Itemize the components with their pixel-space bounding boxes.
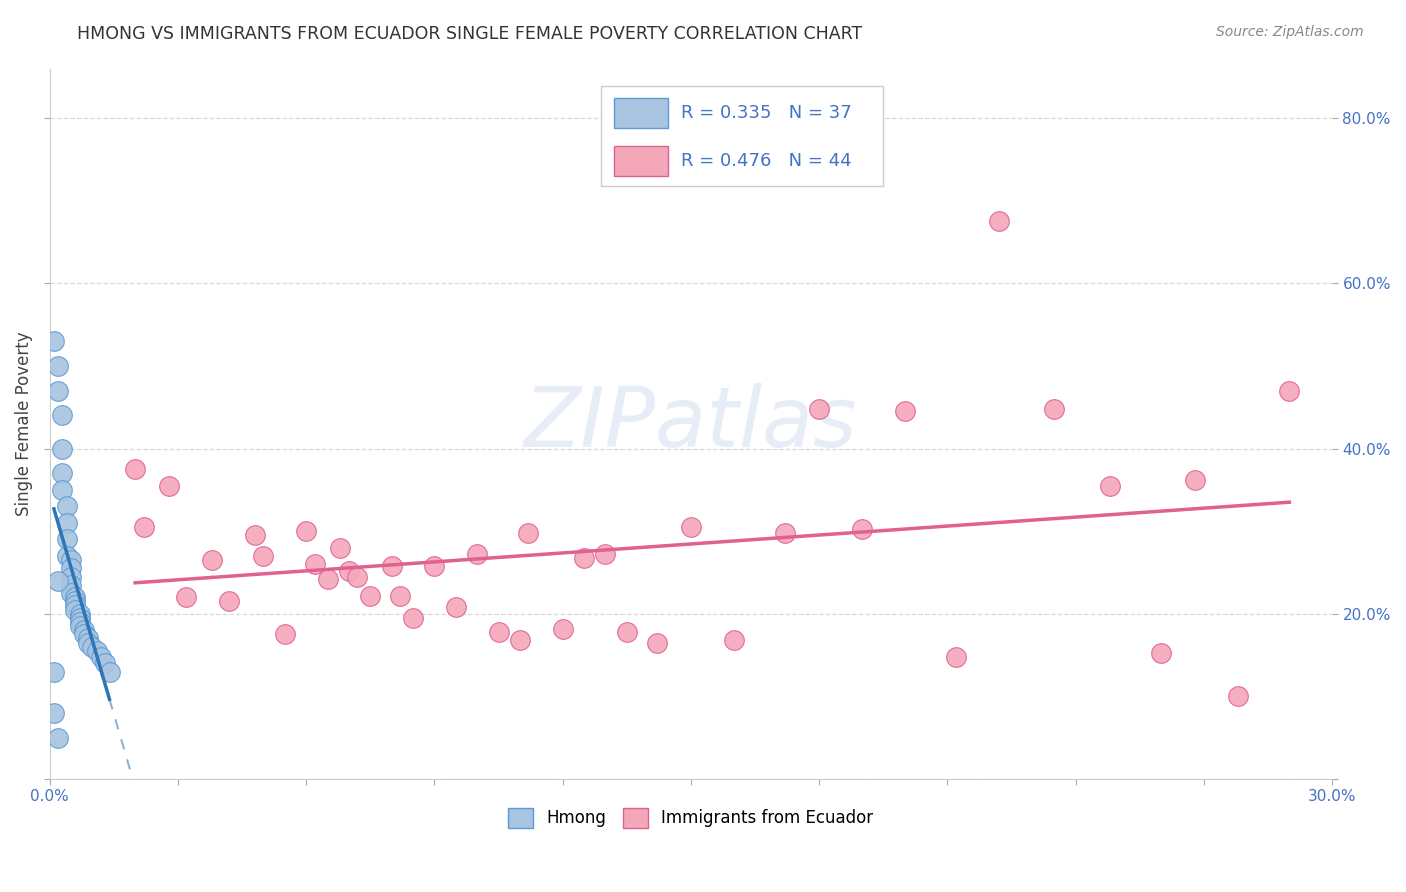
Point xyxy=(893,404,915,418)
Point xyxy=(65,590,87,604)
Point xyxy=(65,594,87,608)
Point xyxy=(69,611,91,625)
Point xyxy=(509,633,531,648)
Point xyxy=(551,622,574,636)
Point xyxy=(176,590,198,604)
Point xyxy=(55,549,77,563)
Text: ZIPatlas: ZIPatlas xyxy=(524,384,858,464)
Point xyxy=(773,525,796,540)
Point xyxy=(69,607,91,621)
Point xyxy=(86,644,108,658)
Point xyxy=(329,541,352,555)
Point xyxy=(69,615,91,629)
Point xyxy=(679,520,702,534)
Point xyxy=(316,572,339,586)
Point xyxy=(808,401,831,416)
Point xyxy=(73,627,96,641)
Point xyxy=(274,627,297,641)
Point xyxy=(645,635,668,649)
Point xyxy=(42,665,65,679)
Point xyxy=(444,600,467,615)
Point xyxy=(157,478,180,492)
Point xyxy=(1043,401,1066,416)
Point xyxy=(488,624,510,639)
Point xyxy=(572,550,595,565)
Point xyxy=(51,442,73,456)
Point xyxy=(94,657,117,671)
Point xyxy=(69,619,91,633)
Point xyxy=(389,589,412,603)
Point xyxy=(132,520,155,534)
Point xyxy=(595,547,617,561)
Point xyxy=(337,564,360,578)
Text: Source: ZipAtlas.com: Source: ZipAtlas.com xyxy=(1216,25,1364,39)
FancyBboxPatch shape xyxy=(602,87,883,186)
Point xyxy=(218,594,240,608)
Point xyxy=(46,359,69,373)
Point xyxy=(1150,646,1173,660)
Point xyxy=(51,483,73,497)
FancyBboxPatch shape xyxy=(614,146,668,176)
Point xyxy=(124,462,146,476)
Point xyxy=(77,632,100,646)
Point xyxy=(402,611,425,625)
Point xyxy=(1227,690,1250,704)
Point xyxy=(46,384,69,398)
Point xyxy=(381,558,404,573)
Point xyxy=(243,528,266,542)
Point xyxy=(51,467,73,481)
Point xyxy=(60,569,83,583)
Point xyxy=(42,334,65,348)
Point xyxy=(723,633,745,648)
Point xyxy=(98,665,121,679)
Point xyxy=(616,624,638,639)
FancyBboxPatch shape xyxy=(614,98,668,128)
Point xyxy=(82,640,104,654)
Point xyxy=(517,525,540,540)
Point xyxy=(55,516,77,530)
Point xyxy=(65,599,87,613)
Point xyxy=(987,214,1010,228)
Text: R = 0.476   N = 44: R = 0.476 N = 44 xyxy=(681,152,851,169)
Point xyxy=(60,586,83,600)
Text: R = 0.335   N = 37: R = 0.335 N = 37 xyxy=(681,104,852,122)
Point xyxy=(60,553,83,567)
Point xyxy=(423,558,446,573)
Point xyxy=(51,409,73,423)
Point xyxy=(295,524,318,538)
Point xyxy=(90,649,112,664)
Point xyxy=(304,557,326,571)
Point xyxy=(945,649,967,664)
Point xyxy=(1184,473,1206,487)
Y-axis label: Single Female Poverty: Single Female Poverty xyxy=(15,332,32,516)
Point xyxy=(252,549,274,563)
Point xyxy=(42,706,65,720)
Point xyxy=(46,731,69,745)
Point xyxy=(201,553,224,567)
Point xyxy=(65,602,87,616)
Point xyxy=(1098,478,1121,492)
Point xyxy=(73,624,96,638)
Point xyxy=(55,533,77,547)
Point xyxy=(359,589,381,603)
Point xyxy=(46,574,69,588)
Point xyxy=(60,561,83,575)
Point xyxy=(346,569,368,583)
Point xyxy=(465,547,488,561)
Legend: Hmong, Immigrants from Ecuador: Hmong, Immigrants from Ecuador xyxy=(502,801,880,835)
Point xyxy=(60,578,83,592)
Point xyxy=(55,500,77,514)
Point xyxy=(77,635,100,649)
Point xyxy=(851,523,873,537)
Text: HMONG VS IMMIGRANTS FROM ECUADOR SINGLE FEMALE POVERTY CORRELATION CHART: HMONG VS IMMIGRANTS FROM ECUADOR SINGLE … xyxy=(77,25,862,43)
Point xyxy=(1278,384,1301,398)
